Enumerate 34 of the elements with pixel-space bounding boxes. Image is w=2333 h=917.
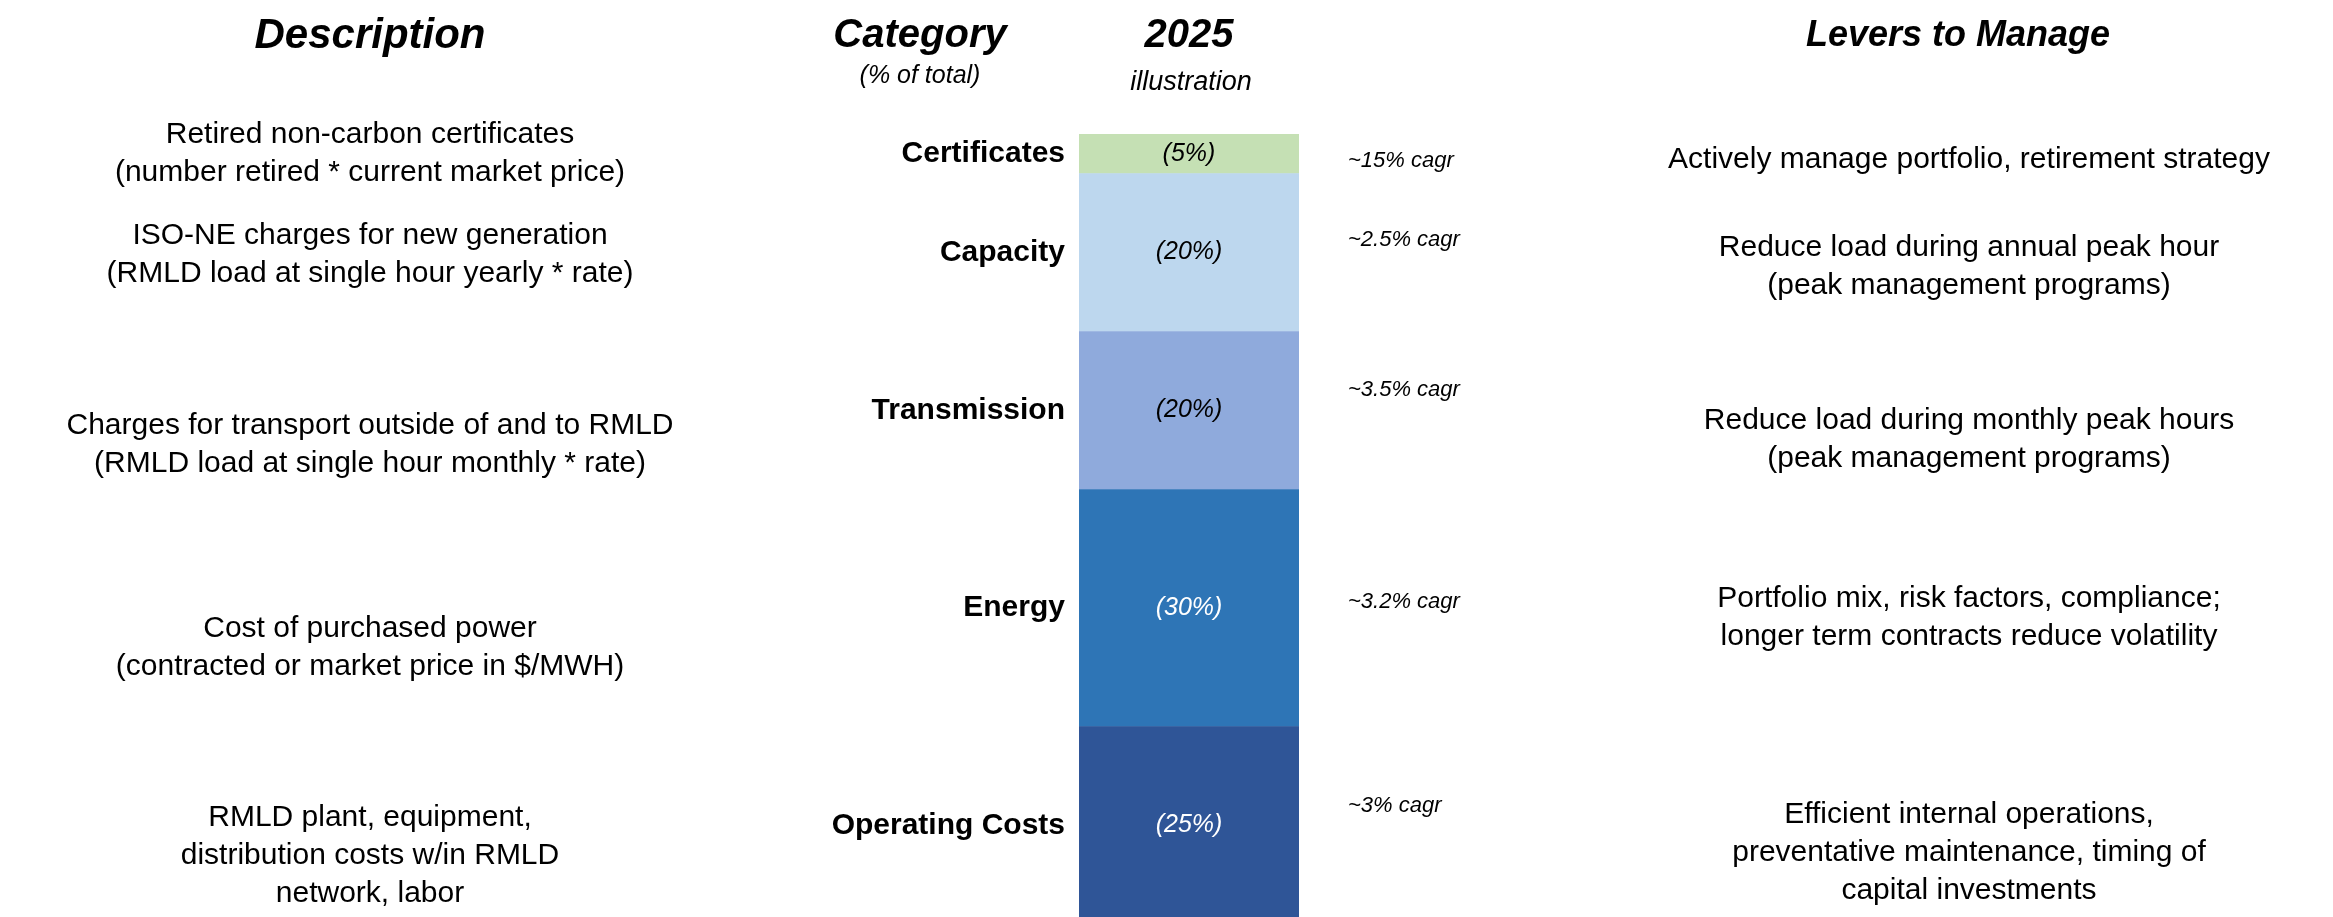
data-label: (30%): [1155, 591, 1223, 620]
text: Efficient internal operations, preventative maintenance, timing of capital investments: [1732, 796, 2207, 906]
data-label: (5%): [1162, 137, 1216, 166]
bar: [1079, 173, 1299, 332]
text: Retired non-carbon certificates (number retired * current market price): [114, 116, 626, 188]
series-label: Transmission: [871, 391, 1065, 425]
x-tick-label: 2025: [1143, 11, 1235, 56]
text: illustration: [1130, 65, 1252, 96]
text: Reduce load during annual peak hour (peak management programs): [1718, 229, 2220, 301]
text: ~2.5% cagr: [1348, 226, 1462, 252]
series-label: Capacity: [939, 233, 1066, 267]
text: (% of total): [859, 59, 981, 88]
text: Reduce load during monthly peak hours (peak management programs): [1703, 402, 2235, 474]
series-label: Operating Costs: [831, 806, 1065, 840]
text: Actively manage portfolio, retirement strategy: [1668, 141, 2270, 175]
text: Levers to Manage: [1805, 12, 2111, 54]
series-label: Certificates: [901, 135, 1065, 169]
data-label: (25%): [1155, 809, 1223, 838]
text: ~3% cagr: [1348, 792, 1444, 818]
text: RMLD plant, equipment, distribution costs w/in RMLD network, labor: [180, 799, 560, 909]
text: Charges for transport outside of and to RMLD (RMLD load at single hour monthly * rate): [66, 407, 674, 479]
text: Cost of purchased power (contracted or market price in $/MWH): [115, 610, 625, 682]
text: Category: [833, 11, 1009, 56]
text: Portfolio mix, risk factors, compliance; longer term contracts reduce volatility: [1717, 580, 2221, 652]
text: ~3.2% cagr: [1348, 588, 1462, 614]
bar: [1079, 331, 1299, 490]
text: ~15% cagr: [1348, 147, 1456, 173]
text: ISO-NE charges for new generation (RMLD load at single hour yearly * rate): [106, 217, 634, 289]
data-label: (20%): [1155, 394, 1223, 423]
text: Description: [254, 9, 486, 57]
series-label: Energy: [963, 589, 1066, 623]
text: ~3.5% cagr: [1348, 376, 1462, 402]
bar: [1079, 134, 1299, 174]
data-label: (20%): [1155, 236, 1223, 265]
